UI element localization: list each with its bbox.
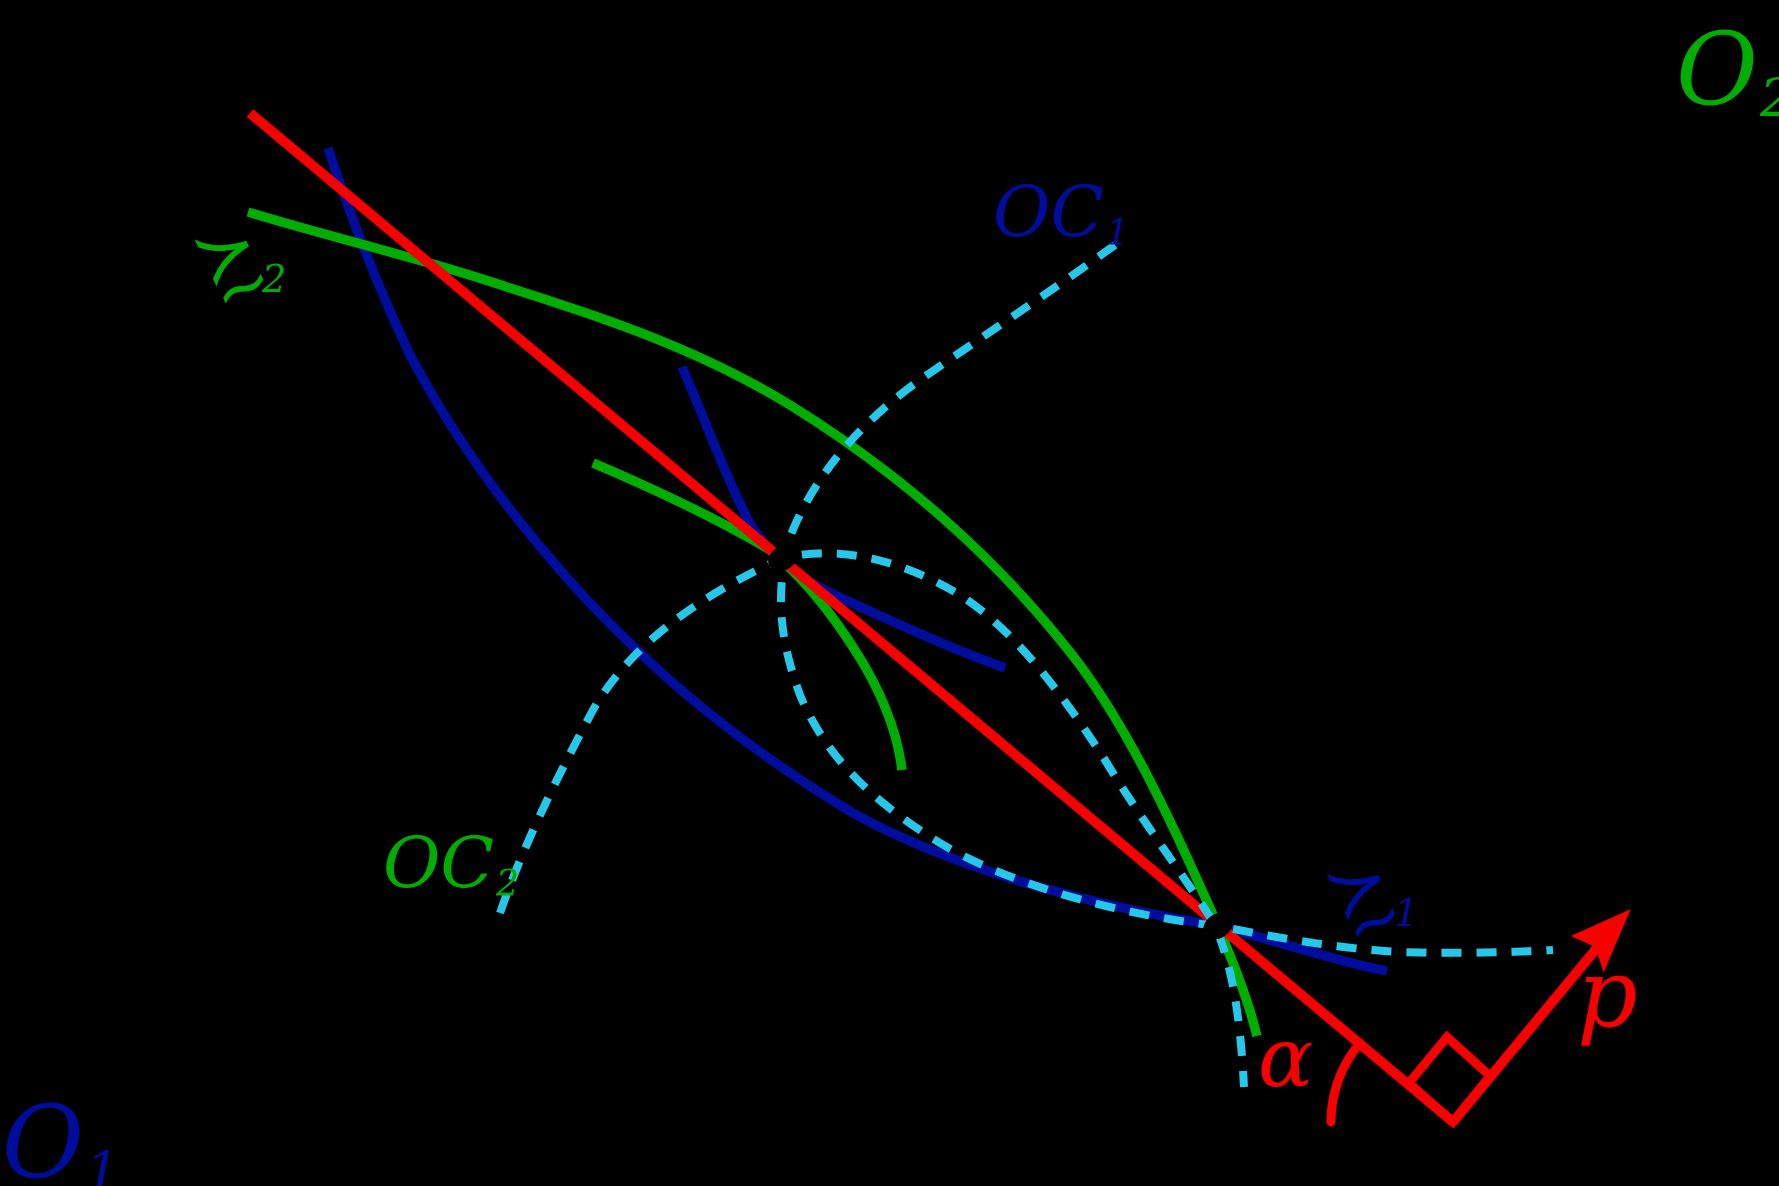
offer-curve-2-label: OC2 [383, 822, 520, 905]
preference-1-subscript: 1 [1394, 891, 1419, 937]
equilibrium-point-2 [1203, 912, 1233, 940]
alpha-angle-arc [1326, 1038, 1365, 1127]
offer-curve-1-subscript: 1 [1105, 210, 1130, 254]
offer-curve-2-subscript: 2 [495, 861, 520, 905]
offer-curve-1-dashed [777, 241, 1554, 957]
origin-1-subscript: 1 [85, 1142, 120, 1186]
preference-2-label: ≻ ∼ 2 [180, 199, 287, 336]
origin-2-label: O2 [1676, 20, 1779, 126]
price-vector-arrowhead-icon [1570, 909, 1631, 973]
price-vector-label: p [1577, 939, 1638, 1049]
agent2-outer-indifference-curve [246, 207, 1262, 1038]
preference-2-subscript: 2 [262, 257, 287, 303]
origin-2-subscript: 2 [1760, 69, 1779, 129]
origin-1-label: O1 [2, 1093, 119, 1186]
equilibrium-point-1 [768, 544, 798, 572]
alpha-angle-label: α [1258, 1011, 1314, 1106]
right-angle-marker [1402, 1030, 1497, 1129]
price-budget-line [246, 109, 1457, 1126]
preference-1-label: ≻ ∼ 1 [1312, 833, 1419, 970]
offer-curve-1-label: OC1 [993, 171, 1130, 254]
